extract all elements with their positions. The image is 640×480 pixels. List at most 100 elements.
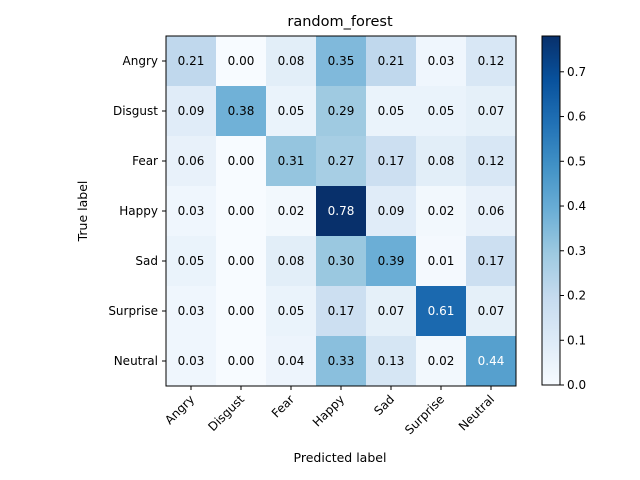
x-tick-label: Angry [162,392,197,427]
colorbar-tick-label: 0.6 [567,110,586,124]
cell-value-label: 0.03 [428,54,455,68]
cell-value-label: 0.31 [278,154,305,168]
y-axis-label: True label [75,181,90,243]
x-axis-ticks: Angry Disgust Fear Happy Sad Surprise Neutral [162,386,497,437]
cell-value-label: 0.02 [428,204,455,218]
heatmap-cell [316,336,367,387]
heatmap-cell [416,136,467,187]
cell-value-label: 0.29 [328,104,355,118]
cell-value-label: 0.12 [478,154,505,168]
cell-value-label: 0.08 [278,254,305,268]
heatmap-cell [466,86,517,137]
heatmap-cell [416,186,467,237]
heatmap-cell [266,236,317,287]
cell-value-label: 0.30 [328,254,355,268]
heatmap-cell [166,136,217,187]
heatmap-cell [166,236,217,287]
heatmap-cell [216,186,267,237]
heatmap-cell [316,286,367,337]
heatmap-cell [366,336,417,387]
heatmap-cell [466,236,517,287]
heatmap-cell [166,86,217,137]
heatmap-cell [216,236,267,287]
colorbar-gradient [542,36,560,385]
heatmap-cell [466,336,517,387]
heatmap-cell [166,286,217,337]
cell-value-label: 0.04 [278,354,305,368]
heatmap-cell [416,236,467,287]
cell-value-label: 0.01 [428,254,455,268]
heatmap-cell [416,286,467,337]
cell-value-label: 0.08 [278,54,305,68]
heatmap-cell [366,86,417,137]
cell-value-label: 0.05 [278,304,305,318]
colorbar-tick-label: 0.7 [567,65,586,79]
cell-value-label: 0.21 [178,54,205,68]
x-tick-label: Neutral [456,392,497,433]
cell-value-label: 0.00 [228,154,255,168]
cell-value-label: 0.33 [328,354,355,368]
cell-value-label: 0.00 [228,254,255,268]
cell-value-label: 0.12 [478,54,505,68]
heatmap-cell [366,186,417,237]
cell-value-label: 0.00 [228,304,255,318]
heatmap-cell [266,136,317,187]
heatmap-cell [316,36,367,87]
colorbar-tick-label: 0.4 [567,199,586,213]
cell-value-label: 0.05 [428,104,455,118]
cell-value-label: 0.78 [328,204,355,218]
cell-value-label: 0.07 [478,304,505,318]
heatmap-cell [466,36,517,87]
heatmap-cell [416,36,467,87]
y-tick-label: Disgust [113,104,158,118]
cell-value-label: 0.03 [178,354,205,368]
heatmap-cell [266,336,317,387]
x-tick-label: Surprise [402,392,447,437]
heatmap-grid: 0.21 0.00 0.08 0.35 0.21 0.03 0.12 0.09 0.38 0.05… [166,36,517,387]
heatmap-cell [466,136,517,187]
cell-value-label: 0.06 [478,204,505,218]
cell-value-label: 0.07 [378,304,405,318]
colorbar-tick-label: 0.1 [567,333,586,347]
cell-value-label: 0.27 [328,154,355,168]
heatmap-cell [216,86,267,137]
cell-value-label: 0.00 [228,54,255,68]
y-tick-label: Angry [123,54,158,68]
cell-value-label: 0.05 [178,254,205,268]
heatmap-cell [366,36,417,87]
cell-value-label: 0.13 [378,354,405,368]
cell-value-label: 0.06 [178,154,205,168]
y-tick-label: Sad [135,254,158,268]
cell-value-label: 0.03 [178,204,205,218]
cell-value-label: 0.00 [228,204,255,218]
heatmap-cell [466,286,517,337]
y-tick-label: Surprise [108,304,158,318]
cell-value-label: 0.05 [278,104,305,118]
x-axis-label: Predicted label [294,450,387,465]
x-tick-label: Happy [310,392,347,429]
cell-value-label: 0.09 [378,204,405,218]
colorbar: 0.0 0.1 0.2 0.3 0.4 0.5 0.6 0.7 [541,35,586,392]
chart-title: random_forest [287,14,393,30]
heatmap-cell [466,186,517,237]
cell-value-label: 0.44 [478,354,505,368]
heatmap-cell [416,86,467,137]
cell-value-label: 0.08 [428,154,455,168]
heatmap-cell [166,36,217,87]
heatmap-cell [316,86,367,137]
x-tick-label: Disgust [205,392,247,434]
cell-value-label: 0.07 [478,104,505,118]
y-tick-label: Happy [119,204,158,218]
y-tick-label: Neutral [114,354,158,368]
heatmap-cell [316,186,367,237]
heatmap-cell [316,136,367,187]
cell-value-label: 0.02 [278,204,305,218]
heatmap-cell [266,286,317,337]
heatmap-cell [366,286,417,337]
colorbar-tick-label: 0.5 [567,154,586,168]
x-tick-label: Fear [269,392,297,420]
heatmap-cell [366,236,417,287]
cell-value-label: 0.09 [178,104,205,118]
heatmap-cell [266,86,317,137]
